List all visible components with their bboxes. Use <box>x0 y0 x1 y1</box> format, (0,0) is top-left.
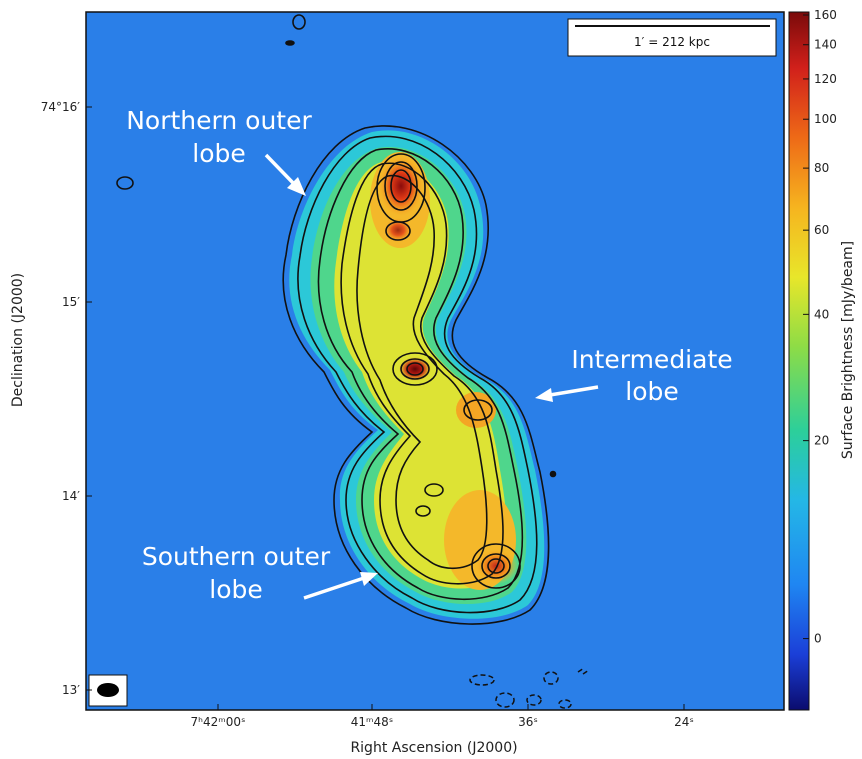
arrow-south <box>303 576 365 600</box>
colorbar <box>788 11 810 711</box>
southern-hotspot <box>474 548 518 584</box>
colorbar-tick-label: 100 <box>814 112 837 126</box>
y-tick-label: 15′ <box>62 295 80 309</box>
annotation-intermediate-line1: Intermediate <box>571 345 732 374</box>
arrow-intermediate-head <box>535 388 553 402</box>
annotation-south-line2: lobe <box>209 575 263 604</box>
x-tick-label: 41ᵐ48ˢ <box>351 715 394 729</box>
northern-hotspot <box>379 156 423 216</box>
annotation-south-line1: Southern outer <box>142 542 331 571</box>
arrow-north-head <box>287 177 306 196</box>
x-tick-label: 7ʰ42ᵐ00ˢ <box>191 715 246 729</box>
annotation-north: Northern outer lobe <box>126 106 312 168</box>
colorbar-tick-label: 140 <box>814 38 837 52</box>
colorbar-tick-label: 160 <box>814 8 837 22</box>
annotation-arrows <box>264 153 599 600</box>
annotation-intermediate-line2: lobe <box>625 377 679 406</box>
x-tick-label: 36ˢ <box>518 715 538 729</box>
x-axis-title: Right Ascension (J2000) <box>350 740 517 756</box>
colorbar-tick-label: 120 <box>814 72 837 86</box>
y-axis: 74°16′ 15′ 14′ 13′ Declination (J2000) <box>10 100 92 697</box>
annotation-south: Southern outer lobe <box>142 542 331 604</box>
arrow-intermediate <box>549 385 599 397</box>
annotation-intermediate: Intermediate lobe <box>571 345 732 406</box>
colorbar-tick-label: 20 <box>814 434 829 448</box>
colorbar-tick-label: 40 <box>814 307 829 321</box>
x-axis: 7ʰ42ᵐ00ˢ 41ᵐ48ˢ 36ˢ 24ˢ Right Ascension … <box>191 704 694 756</box>
radio-core <box>399 357 431 381</box>
arrow-south-head <box>360 572 378 586</box>
colorbar-ticks: 160 140 120 100 80 60 40 20 0 <box>803 8 837 646</box>
colorbar-title: Surface Brightness [mJy/beam] <box>840 241 856 459</box>
colorbar-tick-label: 80 <box>814 161 829 175</box>
colorbar-tick-label: 60 <box>814 223 829 237</box>
y-tick-label: 13′ <box>62 683 80 697</box>
y-tick-label: 74°16′ <box>41 100 81 114</box>
negative-contours <box>469 667 590 709</box>
y-tick-label: 14′ <box>62 489 80 503</box>
annotation-north-line1: Northern outer <box>126 106 312 135</box>
beam-ellipse <box>97 683 119 697</box>
arrow-north <box>264 153 298 188</box>
scalebar-text: 1′ = 212 kpc <box>634 35 710 49</box>
map-frame <box>85 11 785 711</box>
colorbar-tick-label: 0 <box>814 632 822 646</box>
annotation-north-line2: lobe <box>192 139 246 168</box>
y-axis-title: Declination (J2000) <box>10 273 26 407</box>
contours <box>116 14 557 625</box>
x-tick-label: 24ˢ <box>674 715 694 729</box>
radio-source-emission <box>116 14 590 709</box>
